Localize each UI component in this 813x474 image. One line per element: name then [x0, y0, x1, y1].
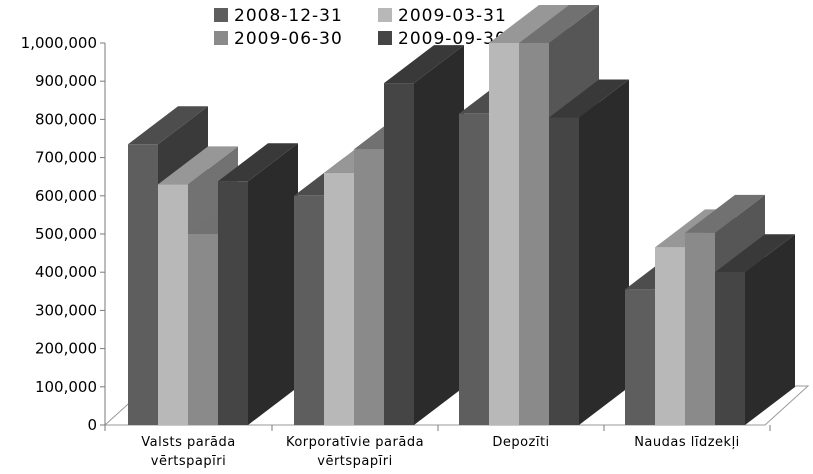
bar-side-face — [414, 45, 464, 426]
bar — [218, 143, 298, 425]
bar-top-face — [519, 5, 599, 43]
bar-front-face — [158, 184, 188, 425]
legend-label: 2008-12-31 — [234, 6, 343, 26]
x-axis-labels: Valsts parāda vērtspapīri Korporatīvie par… — [104, 425, 771, 469]
bar-top-face — [218, 143, 298, 182]
bar-front-face — [324, 172, 354, 425]
bar-front-face — [354, 149, 384, 426]
bar-side-face — [579, 79, 629, 426]
bar-side-face — [745, 234, 795, 425]
bar-front-face — [188, 234, 218, 425]
bar-front-face — [384, 83, 414, 426]
bar-front-face — [549, 117, 579, 426]
bar-front-face — [218, 181, 248, 425]
bar-front-face — [128, 144, 158, 426]
y-tick-label: 400,000 — [35, 263, 97, 281]
bar-front-face — [489, 43, 519, 425]
bar-front-face — [655, 247, 685, 425]
x-tick-label: Valsts parāda — [141, 435, 236, 450]
chart-bars — [128, 5, 795, 426]
legend-label: 2009-06-30 — [234, 29, 343, 49]
y-tick-label: 800,000 — [35, 110, 97, 128]
bar-side-face — [248, 143, 298, 425]
x-tick-label: vērtspapīri — [317, 454, 392, 469]
bar — [384, 45, 464, 426]
y-tick-label: 200,000 — [35, 340, 97, 358]
x-tick-label: Korporatīvie parāda — [286, 435, 424, 450]
chart-axes: 0 100,000 200,000 300,000 400,000 500,000 600,… — [21, 34, 810, 434]
bar-top-face — [685, 194, 765, 233]
bar-top-face — [384, 45, 464, 84]
bar-front-face — [519, 43, 549, 425]
legend-swatch — [214, 31, 228, 45]
y-tick-label: 900,000 — [35, 72, 97, 90]
x-tick-label: vērtspapīri — [151, 454, 226, 469]
bar-front-face — [459, 113, 489, 426]
bar-front-face — [715, 272, 745, 425]
x-tick-label: Naudas līdzekļi — [634, 435, 740, 450]
bar-front-face — [294, 195, 324, 425]
y-tick-label: 300,000 — [35, 301, 97, 319]
y-tick-label: 1,000,000 — [21, 34, 97, 52]
y-tick-label: 100,000 — [35, 378, 97, 396]
legend-label: 2009-09-30 — [398, 29, 507, 49]
chart-legend: 2008-12-31 2009-03-31 2009-06-30 2009-09-30 — [214, 6, 507, 49]
y-tick-label: 500,000 — [35, 225, 97, 243]
y-tick-label: 0 — [87, 416, 97, 434]
legend-swatch — [378, 31, 392, 45]
y-tick-label: 600,000 — [35, 187, 97, 205]
legend-swatch — [378, 8, 392, 22]
legend-label: 2009-03-31 — [398, 6, 507, 26]
bar — [549, 79, 629, 426]
y-tick-label: 700,000 — [35, 149, 97, 167]
bar-top-face — [549, 79, 629, 118]
bar-front-face — [625, 289, 655, 425]
bar-top-face — [715, 234, 795, 273]
bar-top-face — [128, 106, 208, 145]
bar-top-face — [158, 146, 238, 185]
bar-front-face — [685, 232, 715, 425]
x-tick-label: Depozīti — [492, 435, 549, 450]
bar-top-face — [489, 5, 569, 43]
legend-swatch — [214, 8, 228, 22]
bar — [715, 234, 795, 425]
